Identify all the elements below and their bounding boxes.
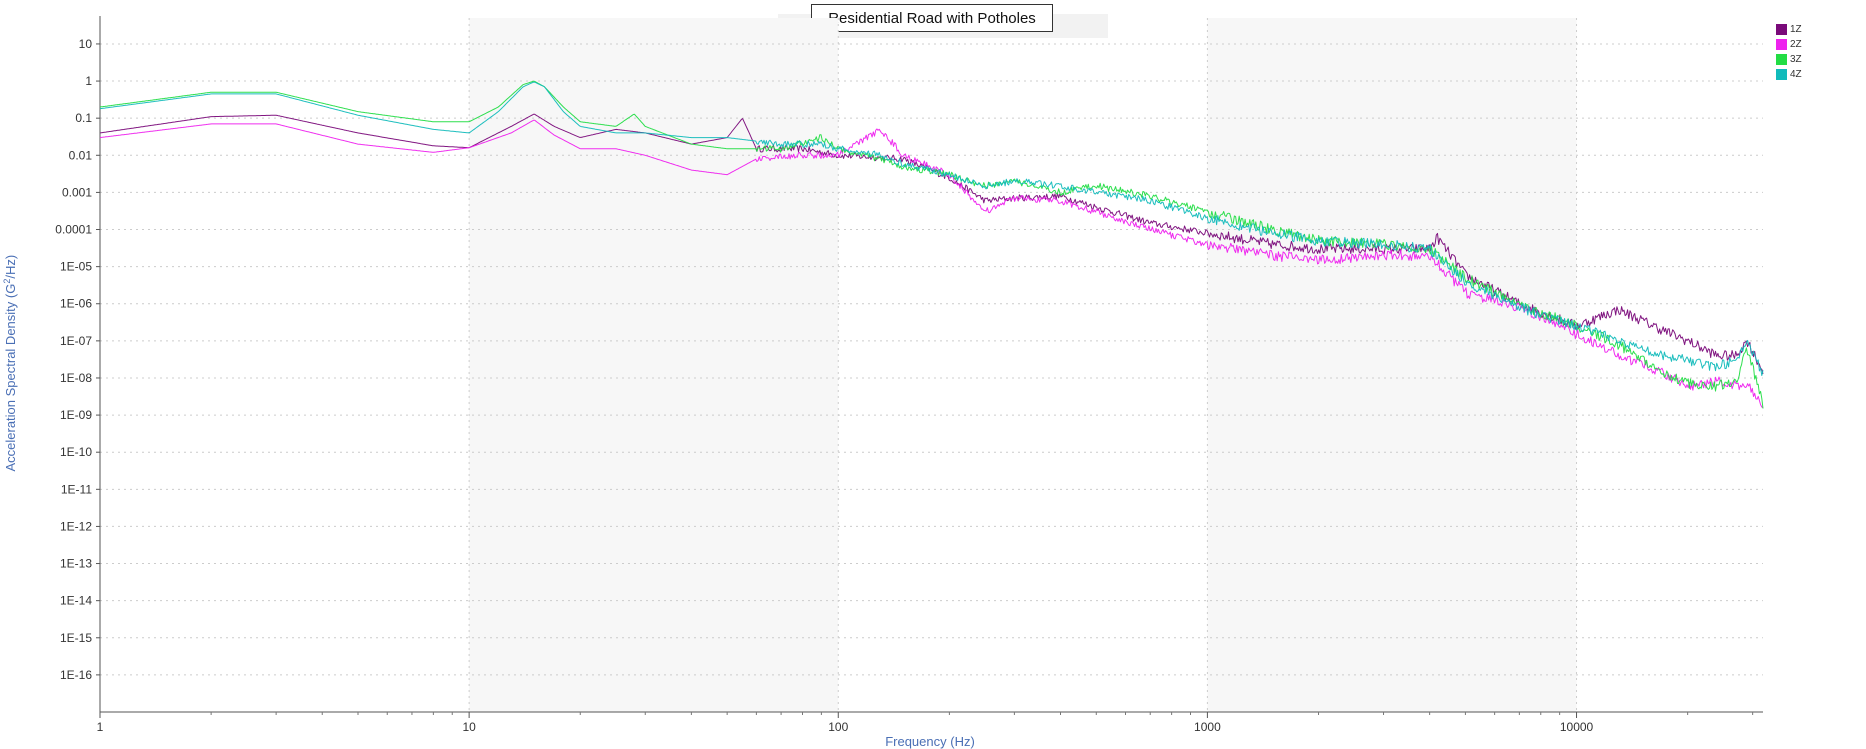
y-tick-label: 1E-13 — [60, 557, 92, 571]
legend-swatch — [1776, 24, 1787, 35]
legend: 1Z 2Z 3Z 4Z — [1776, 22, 1802, 82]
x-tick-label: 1000 — [1194, 720, 1221, 734]
y-tick-label: 1E-16 — [60, 668, 92, 682]
y-tick-label: 1E-09 — [60, 408, 92, 422]
y-tick-label: 0.1 — [75, 111, 92, 125]
decade-band — [1207, 18, 1577, 712]
y-tick-label: 1E-10 — [60, 445, 92, 459]
legend-label: 2Z — [1790, 39, 1802, 50]
chart-title: Residential Road with Potholes — [811, 4, 1053, 32]
legend-swatch — [1776, 54, 1787, 65]
decade-band — [469, 18, 839, 712]
series-line-4Z — [99, 81, 1764, 376]
x-tick-label: 1 — [97, 720, 104, 734]
y-axis-label: Acceleration Spectral Density (G2/Hz) — [2, 183, 18, 543]
x-tick-label: 10 — [462, 720, 476, 734]
legend-swatch — [1776, 69, 1787, 80]
y-axis-label-main: Acceleration Spectral Density (G — [3, 283, 19, 472]
legend-item-4Z: 4Z — [1776, 67, 1802, 82]
y-tick-label: 1E-11 — [61, 482, 92, 496]
y-tick-label: 1E-12 — [60, 519, 92, 533]
legend-label: 1Z — [1790, 24, 1802, 35]
y-axis-label-unit: /Hz) — [3, 254, 19, 279]
y-tick-label: 1E-15 — [60, 631, 92, 645]
x-axis-label: Frequency (Hz) — [885, 734, 975, 749]
x-tick-label: 100 — [828, 720, 848, 734]
y-tick-label: 1E-08 — [60, 371, 92, 385]
legend-item-1Z: 1Z — [1776, 22, 1802, 37]
y-tick-label: 0.001 — [62, 185, 92, 199]
x-tick-label: 10000 — [1560, 720, 1594, 734]
legend-swatch — [1776, 39, 1787, 50]
y-tick-label: 0.01 — [69, 148, 93, 162]
legend-label: 3Z — [1790, 54, 1802, 65]
legend-item-2Z: 2Z — [1776, 37, 1802, 52]
y-tick-label: 1E-07 — [60, 334, 92, 348]
legend-item-3Z: 3Z — [1776, 52, 1802, 67]
legend-label: 4Z — [1790, 69, 1802, 80]
y-axis-label-superscript: 2 — [1, 278, 12, 284]
y-tick-label: 0.0001 — [55, 223, 92, 237]
y-tick-label: 1E-14 — [60, 594, 92, 608]
y-tick-label: 10 — [79, 37, 93, 51]
y-tick-label: 1 — [85, 74, 92, 88]
y-tick-label: 1E-05 — [60, 260, 92, 274]
y-tick-label: 1E-06 — [60, 297, 92, 311]
